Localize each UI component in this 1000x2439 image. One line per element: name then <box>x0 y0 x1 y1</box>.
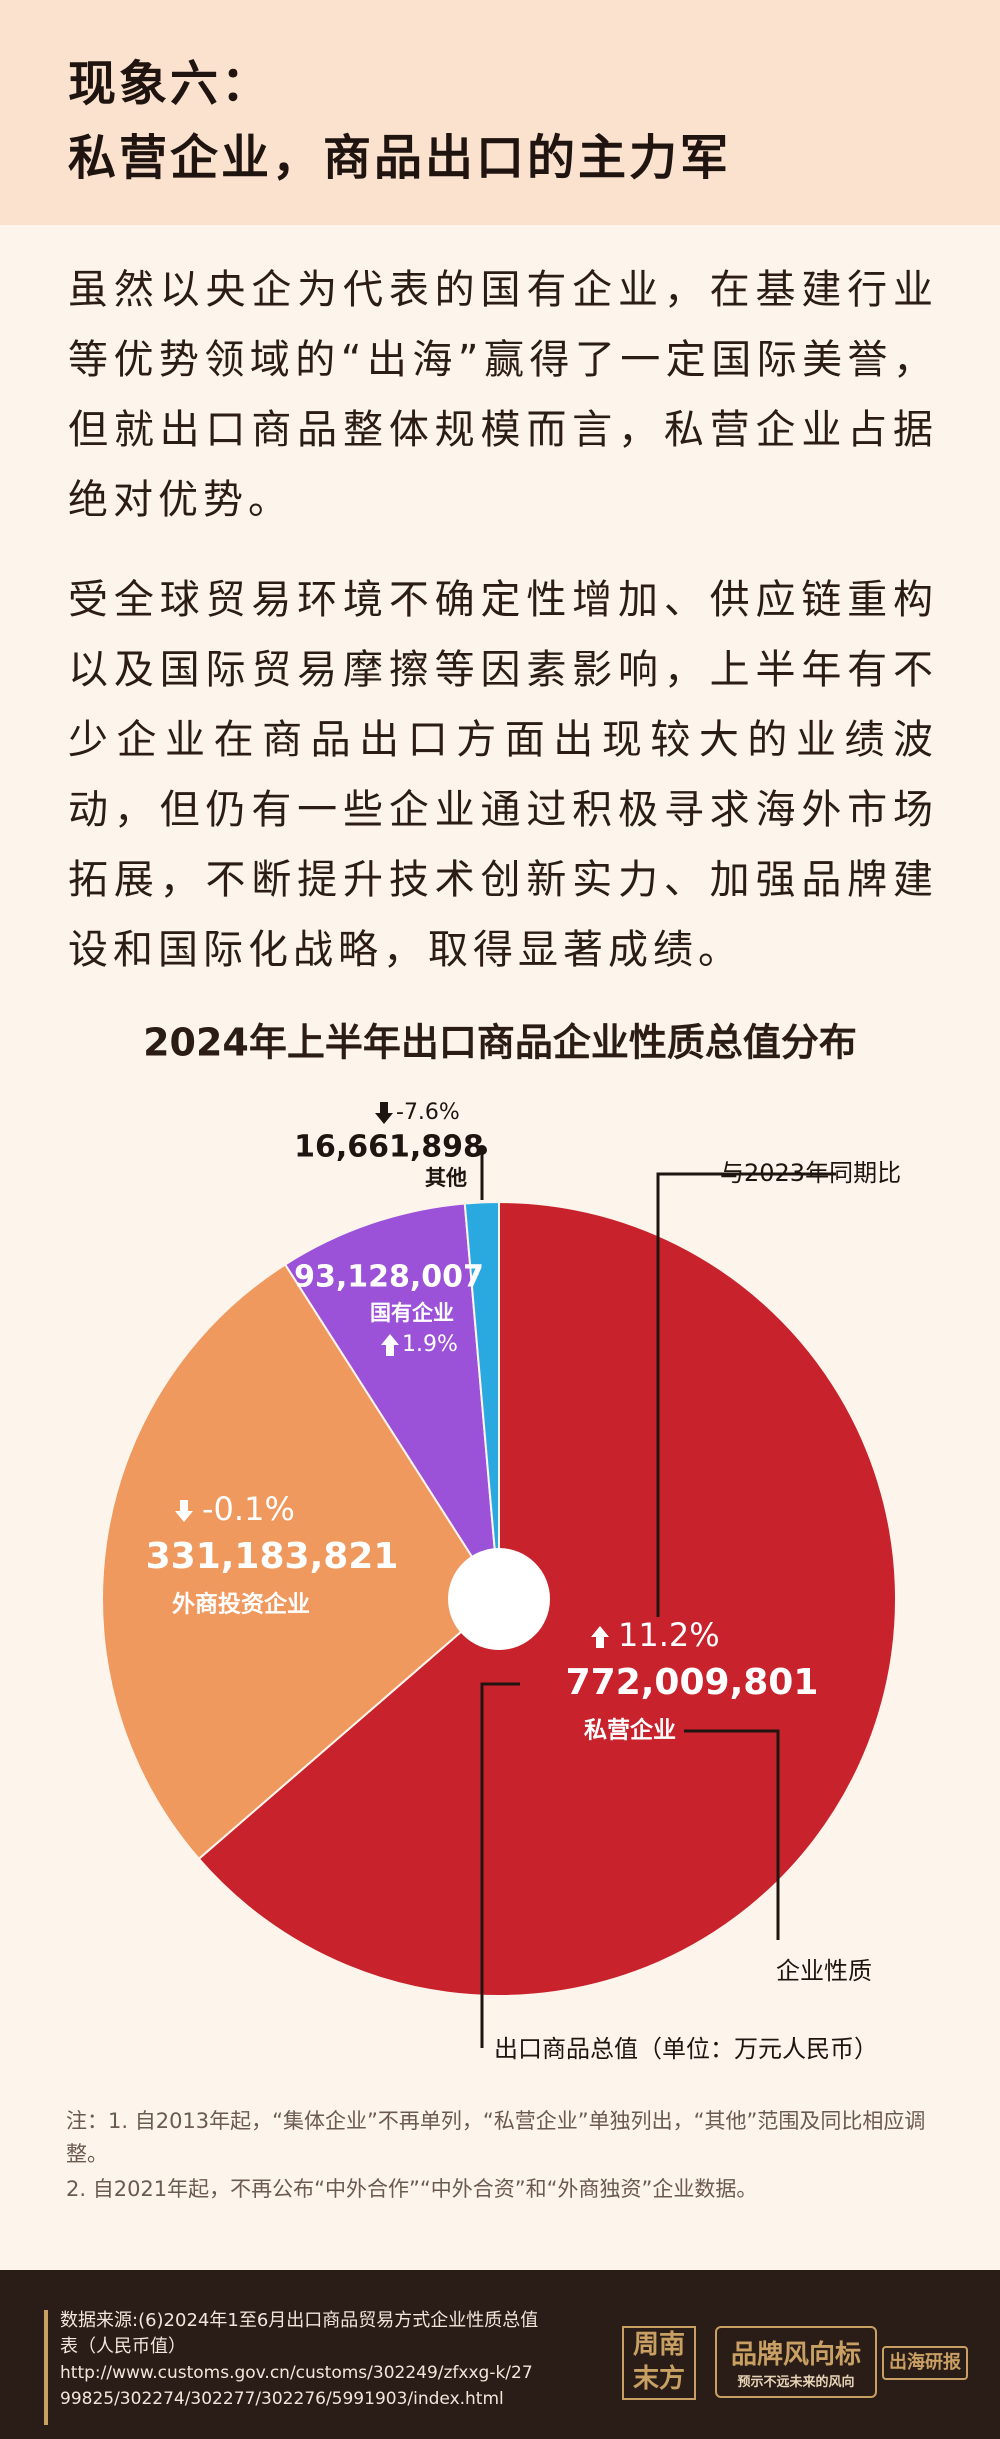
change: 1.9% <box>381 1332 458 1357</box>
brand-logo: 品牌风向标 预示不远未来的风向 <box>715 2326 877 2398</box>
value-label: 772,009,801 <box>566 1662 819 1703</box>
logo-char: 末 <box>632 2364 659 2394</box>
pie-slice <box>101 1263 501 1861</box>
change-label: 11.2% <box>618 1616 720 1654</box>
title: 现象六： <box>68 56 273 112</box>
logo-char: 方 <box>659 2364 686 2394</box>
annotation: 与2023年同期比 <box>720 1159 901 1187</box>
accent-bar <box>44 2310 48 2425</box>
header: 现象六： 私营企业，商品出口的主力军 <box>0 0 1000 225</box>
category-label: 国有企业 <box>370 1301 454 1325</box>
footer: 数据来源:(6)2024年1至6月出口商品贸易方式企业性质总值表（人民币值） h… <box>0 2270 1000 2439</box>
value-label: 331,183,821 <box>146 1536 399 1577</box>
category-label: 其他 <box>425 1166 467 1190</box>
chart-title: 2024年上半年出口商品企业性质总值分布 <box>143 1021 857 1065</box>
note: 注：1. 自2013年起，“集体企业”不再单列，“私营企业”单独列出，“其他”范… <box>66 2109 926 2166</box>
logo-char: 周 <box>632 2330 659 2360</box>
source: 数据来源:(6)2024年1至6月出口商品贸易方式企业性质总值表（人民币值） <box>60 2310 539 2357</box>
annotation: 出口商品总值（单位：万元人民币） <box>494 2035 878 2063</box>
paragraph: 虽然以央企为代表的国有企业，在基建行业等优势领域的“出海”赢得了一定国际美誉，但… <box>68 267 938 523</box>
change-label: -7.6% <box>396 1100 460 1125</box>
change: 11.2% <box>591 1616 720 1654</box>
leader-line <box>684 1729 780 1940</box>
leader-lines <box>480 1150 836 2048</box>
title: 私营企业，商品出口的主力军 <box>68 130 732 186</box>
change-arrow <box>175 1500 193 1522</box>
logo: 周南 末方 <box>622 2326 696 2400</box>
source-url: http://www.customs.gov.cn/customs/302249… <box>60 2363 533 2409</box>
change: -7.6% <box>375 1100 460 1125</box>
category-label: 私营企业 <box>584 1717 676 1744</box>
paragraph: 受全球贸易环境不确定性增加、供应链重构以及国际贸易摩擦等因素影响，上半年有不少企… <box>68 577 938 973</box>
change-arrow <box>591 1626 609 1648</box>
pie-slice <box>283 1202 500 1600</box>
change-arrow <box>381 1334 399 1356</box>
tag: 出海研报 <box>882 2346 968 2380</box>
leader-line <box>480 1682 520 2048</box>
brand-sub: 预示不远未来的风向 <box>737 2375 855 2390</box>
pie-hole <box>448 1548 550 1650</box>
change-arrow <box>375 1102 393 1124</box>
change-label: 1.9% <box>402 1332 458 1357</box>
chart: 2024年上半年出口商品企业性质总值分布 与2023年同期比 企业性质 出口商品… <box>101 1021 901 2063</box>
change-label: -0.1% <box>202 1490 295 1528</box>
leader-dot <box>477 1145 487 1155</box>
category-label: 外商投资企业 <box>172 1591 310 1618</box>
value-label: 93,128,007 <box>294 1260 484 1295</box>
annotation: 企业性质 <box>776 1957 872 1985</box>
logo-char: 南 <box>659 2330 686 2360</box>
value-label: 16,661,898 <box>294 1130 484 1165</box>
leader-line <box>656 1172 836 1617</box>
brand: 品牌风向标 <box>730 2340 861 2370</box>
note: 2. 自2021年起，不再公布“中外合作”“中外合资”和“外商独资”企业数据。 <box>66 2177 758 2201</box>
change: -0.1% <box>175 1490 295 1528</box>
pie-slice <box>463 1200 500 1600</box>
